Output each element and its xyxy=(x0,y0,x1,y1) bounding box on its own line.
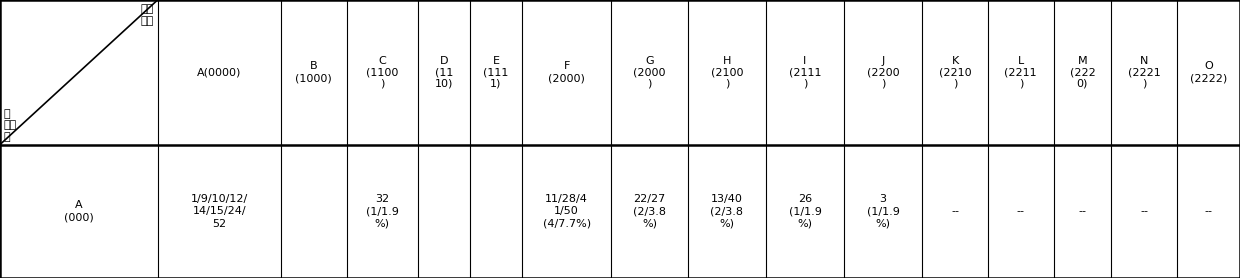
Text: M
(222
0): M (222 0) xyxy=(1070,56,1095,89)
Text: 3
(1/1.9
%): 3 (1/1.9 %) xyxy=(867,194,899,229)
Text: A(0000): A(0000) xyxy=(197,67,242,77)
Text: F
(2000): F (2000) xyxy=(548,61,585,83)
Text: A
(000): A (000) xyxy=(64,200,94,222)
Text: D
(11
10): D (11 10) xyxy=(435,56,453,89)
Text: I
(2111
): I (2111 ) xyxy=(789,56,821,89)
Text: 叶
色类
型: 叶 色类 型 xyxy=(4,109,17,142)
Text: --: -- xyxy=(1140,206,1148,216)
Text: 22/27
(2/3.8
%): 22/27 (2/3.8 %) xyxy=(632,194,666,229)
Text: E
(111
1): E (111 1) xyxy=(484,56,508,89)
Text: 1/9/10/12/
14/15/24/
52: 1/9/10/12/ 14/15/24/ 52 xyxy=(191,194,248,229)
Text: 32
(1/1.9
%): 32 (1/1.9 %) xyxy=(366,194,399,229)
Text: 26
(1/1.9
%): 26 (1/1.9 %) xyxy=(789,194,821,229)
Text: H
(2100
): H (2100 ) xyxy=(711,56,743,89)
Text: 13/40
(2/3.8
%): 13/40 (2/3.8 %) xyxy=(711,194,743,229)
Text: --: -- xyxy=(1204,206,1213,216)
Text: N
(2221
): N (2221 ) xyxy=(1127,56,1161,89)
Text: O
(2222): O (2222) xyxy=(1190,61,1228,83)
Text: B
(1000): B (1000) xyxy=(295,61,332,83)
Text: --: -- xyxy=(1079,206,1086,216)
Text: G
(2000
): G (2000 ) xyxy=(634,56,666,89)
Text: K
(2210
): K (2210 ) xyxy=(939,56,971,89)
Text: C
(1100
): C (1100 ) xyxy=(366,56,398,89)
Text: 花色
类型: 花色 类型 xyxy=(140,4,154,26)
Text: 11/28/4
1/50
(4/7.7%): 11/28/4 1/50 (4/7.7%) xyxy=(543,194,590,229)
Text: J
(2200
): J (2200 ) xyxy=(867,56,899,89)
Text: --: -- xyxy=(951,206,959,216)
Text: --: -- xyxy=(1017,206,1024,216)
Text: L
(2211
): L (2211 ) xyxy=(1004,56,1037,89)
